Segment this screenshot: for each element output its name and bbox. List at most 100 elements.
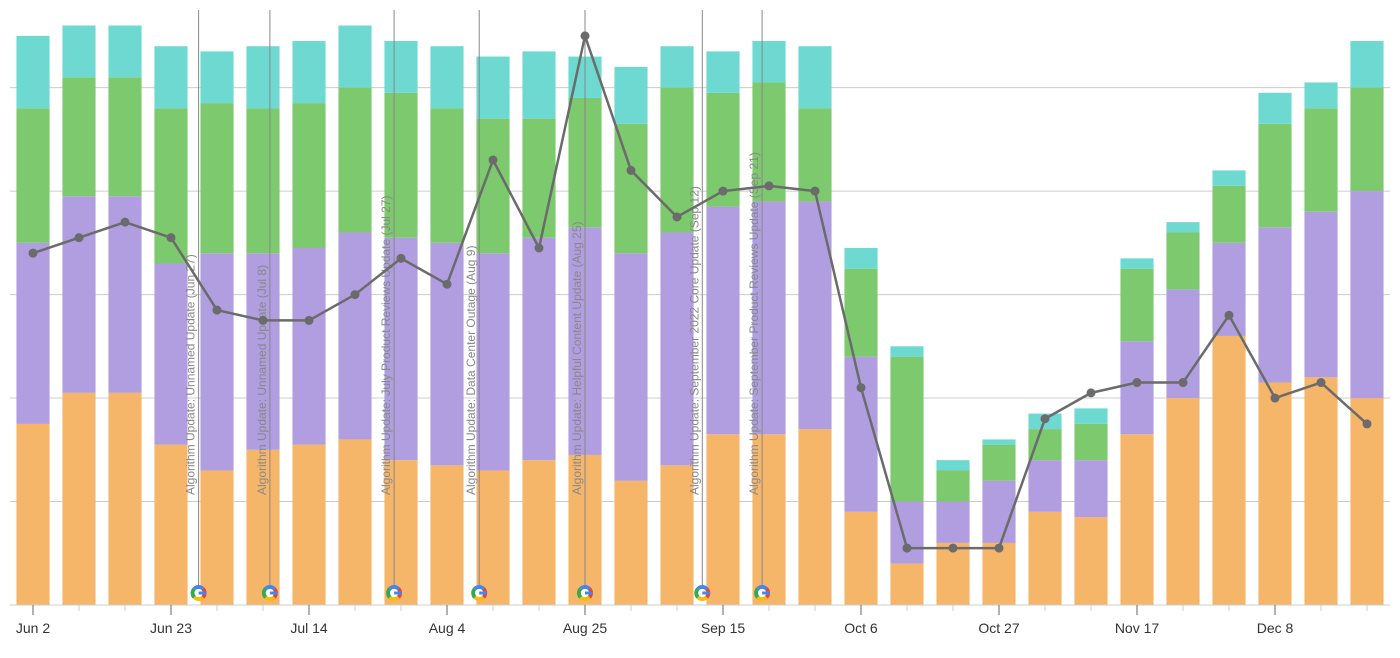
google-icon-bar bbox=[762, 592, 770, 595]
bar-segment bbox=[798, 429, 831, 605]
bar-stack bbox=[1166, 222, 1199, 605]
x-tick-label: Oct 6 bbox=[844, 620, 878, 636]
bar-segment bbox=[62, 196, 95, 393]
google-icon-bar bbox=[585, 592, 593, 595]
x-tick-label: Dec 8 bbox=[1257, 620, 1294, 636]
google-icon bbox=[386, 585, 402, 601]
google-icon bbox=[471, 585, 487, 601]
bar-stack bbox=[1258, 93, 1291, 605]
bar-segment bbox=[292, 41, 325, 103]
bar-segment bbox=[62, 26, 95, 78]
bar-stack bbox=[16, 36, 49, 605]
trend-marker bbox=[1225, 311, 1234, 320]
trend-marker bbox=[167, 233, 176, 242]
bar-segment bbox=[430, 46, 463, 108]
x-tick-label: Nov 17 bbox=[1115, 620, 1160, 636]
bar-segment bbox=[1304, 82, 1337, 108]
google-icon bbox=[191, 585, 207, 601]
bar-segment bbox=[1120, 269, 1153, 341]
bar-segment bbox=[1350, 191, 1383, 398]
bar-segment bbox=[154, 445, 187, 605]
x-tick-label: Oct 27 bbox=[978, 620, 1019, 636]
bar-stack bbox=[200, 51, 233, 605]
bar-segment bbox=[614, 253, 647, 481]
bar-segment bbox=[660, 46, 693, 87]
bar-segment bbox=[338, 232, 371, 439]
bar-segment bbox=[1120, 434, 1153, 605]
bar-segment bbox=[936, 460, 969, 470]
bar-segment bbox=[108, 26, 141, 78]
bar-stack bbox=[936, 460, 969, 605]
trend-marker bbox=[1363, 419, 1372, 428]
bar-segment bbox=[200, 103, 233, 253]
bar-segment bbox=[384, 41, 417, 93]
annotation-label: Algorithm Update: Data Center Outage (Au… bbox=[464, 246, 478, 495]
bar-stack bbox=[338, 26, 371, 605]
bar-segment bbox=[246, 108, 279, 253]
bar-segment bbox=[1120, 258, 1153, 268]
google-icon-bar bbox=[702, 592, 710, 595]
google-icon-bar bbox=[270, 592, 278, 595]
bar-segment bbox=[1258, 227, 1291, 382]
annotation-label: Algorithm Update: Unnamed Update (Jul 8) bbox=[255, 265, 269, 495]
bar-segment bbox=[430, 108, 463, 243]
annotation-label: Algorithm Update: July Product Reviews U… bbox=[379, 196, 393, 495]
bar-stack bbox=[154, 46, 187, 605]
x-tick-label: Sep 15 bbox=[701, 620, 746, 636]
google-icon-bar bbox=[479, 592, 487, 595]
trend-marker bbox=[535, 244, 544, 253]
x-tick-label: Aug 25 bbox=[563, 620, 608, 636]
bar-segment bbox=[844, 357, 877, 512]
bar-segment bbox=[844, 512, 877, 605]
bar-stack bbox=[522, 51, 555, 605]
google-icon-bar bbox=[199, 592, 207, 595]
bar-segment bbox=[62, 77, 95, 196]
trend-marker bbox=[259, 316, 268, 325]
bar-segment bbox=[844, 248, 877, 269]
bar-segment bbox=[1074, 424, 1107, 460]
bar-segment bbox=[890, 346, 923, 356]
bar-segment bbox=[1212, 170, 1245, 186]
trend-marker bbox=[627, 166, 636, 175]
bar-segment bbox=[1258, 93, 1291, 124]
bar-segment bbox=[1304, 108, 1337, 211]
bar-segment bbox=[1212, 336, 1245, 605]
annotation-label: Algorithm Update: September 2022 Core Up… bbox=[687, 186, 701, 495]
trend-marker bbox=[443, 280, 452, 289]
trend-marker bbox=[29, 249, 38, 258]
bar-segment bbox=[1120, 341, 1153, 434]
bar-segment bbox=[1258, 383, 1291, 605]
bar-stack bbox=[1212, 170, 1245, 605]
bar-segment bbox=[476, 119, 509, 254]
bar-stack bbox=[614, 67, 647, 605]
bar-segment bbox=[246, 46, 279, 108]
annotation-label: Algorithm Update: September Product Revi… bbox=[747, 152, 761, 495]
bar-segment bbox=[476, 253, 509, 470]
bar-segment bbox=[430, 465, 463, 605]
bar-segment bbox=[614, 124, 647, 253]
bar-segment bbox=[292, 103, 325, 248]
bar-segment bbox=[338, 26, 371, 88]
bar-segment bbox=[982, 439, 1015, 444]
google-icon-bar bbox=[394, 592, 402, 595]
trend-marker bbox=[1317, 378, 1326, 387]
chart-container: Algorithm Update: Unnamed Update (Jun 27… bbox=[0, 0, 1400, 658]
trend-marker bbox=[397, 254, 406, 263]
trend-marker bbox=[351, 290, 360, 299]
bar-stack bbox=[798, 46, 831, 605]
bar-segment bbox=[16, 243, 49, 424]
x-tick-label: Aug 4 bbox=[429, 620, 466, 636]
bar-segment bbox=[16, 108, 49, 243]
bar-segment bbox=[16, 36, 49, 108]
bar-segment bbox=[1166, 222, 1199, 232]
bar-segment bbox=[338, 439, 371, 605]
bar-segment bbox=[430, 243, 463, 465]
bar-segment bbox=[338, 88, 371, 233]
trend-marker bbox=[489, 156, 498, 165]
trend-marker bbox=[995, 544, 1004, 553]
bar-segment bbox=[798, 46, 831, 108]
bar-segment bbox=[154, 264, 187, 445]
bar-segment bbox=[1028, 460, 1061, 512]
bar-segment bbox=[108, 77, 141, 196]
bar-segment bbox=[476, 57, 509, 119]
